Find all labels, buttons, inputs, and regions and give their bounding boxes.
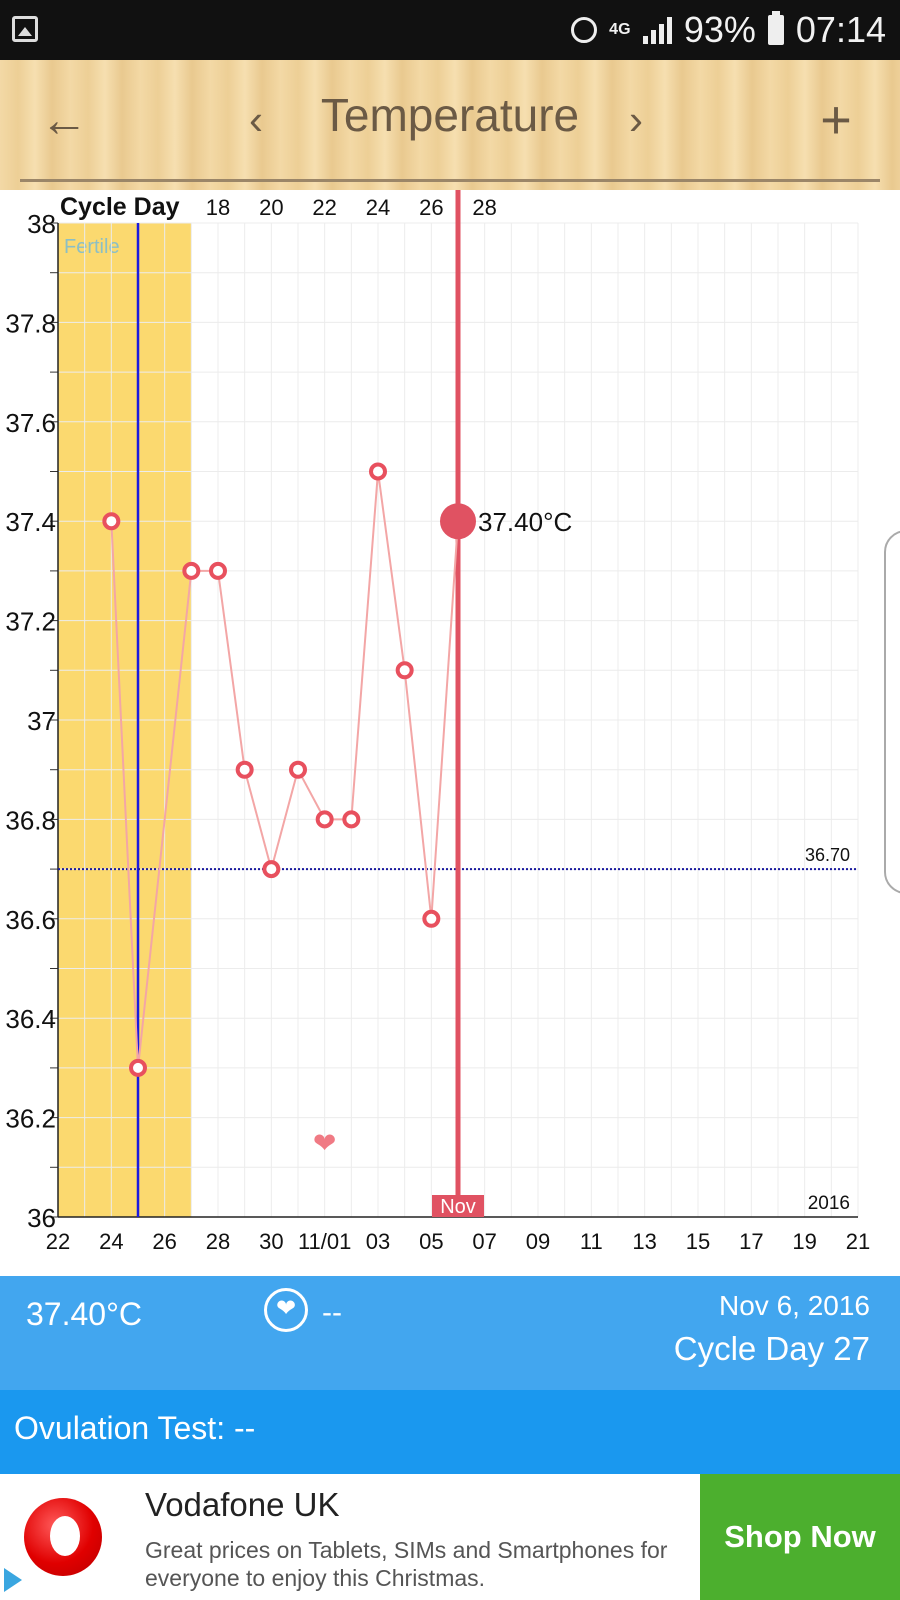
- temperature-point: [262, 860, 281, 879]
- ad-banner[interactable]: Vodafone UK Great prices on Tablets, SIM…: [0, 1474, 900, 1600]
- x-tick-label: 19: [792, 1229, 816, 1254]
- chevron-right-icon: ›: [629, 96, 643, 143]
- cycle-day-tick: 24: [366, 195, 390, 220]
- cycle-day-label: Cycle Day: [60, 193, 180, 221]
- x-tick-label: 09: [526, 1229, 550, 1254]
- heart-marker-icon: ❤: [313, 1126, 336, 1159]
- temperature-chart[interactable]: Fertile 38 37.8 37.6 37.4 37.2 37 36.8 36.6 36.4 3…: [0, 190, 900, 1274]
- x-tick-label: 30: [259, 1229, 283, 1254]
- battery-percent: 93%: [683, 9, 756, 50]
- y-tick-label: 36.2: [5, 1104, 56, 1134]
- temperature-point: [182, 561, 201, 580]
- x-tick-label: 24: [99, 1229, 123, 1254]
- intercourse-value: --: [322, 1296, 342, 1329]
- y-tick-label: 37: [27, 706, 56, 736]
- signal-icon: [642, 16, 672, 44]
- heart-icon: ❤: [275, 1295, 297, 1322]
- clock: 07:14: [795, 9, 886, 50]
- month-badge: [432, 1195, 484, 1217]
- gallery-notification-icon: [12, 16, 38, 42]
- x-tick-label: 17: [739, 1229, 763, 1254]
- y-tick-label: 36.6: [5, 905, 56, 935]
- y-tick-label: 38: [27, 209, 56, 239]
- x-tick-label: 15: [686, 1229, 710, 1254]
- month-label: Nov: [440, 1196, 476, 1218]
- coverline-label: 36.70: [805, 845, 850, 865]
- alarm-icon: [570, 17, 597, 43]
- cycle-day-tick: 28: [472, 195, 496, 220]
- y-tick-label: 36.8: [5, 805, 56, 835]
- x-tick-label: 26: [152, 1229, 176, 1254]
- temperature-point: [102, 512, 121, 531]
- temperature-point: [289, 760, 307, 779]
- selected-temperature-point: [440, 503, 476, 540]
- selected-date: Nov 6, 2016: [719, 1290, 870, 1321]
- y-tick-label: 36.4: [5, 1004, 56, 1034]
- selected-temperature-label: 37.40°C: [478, 507, 572, 537]
- x-tick-label: 05: [419, 1229, 443, 1254]
- temperature-point: [209, 561, 227, 580]
- cycle-day: Cycle Day 27: [673, 1330, 870, 1367]
- y-tick-label: 37.8: [5, 308, 56, 338]
- next-button[interactable]: ›: [616, 90, 656, 150]
- ad-text: Great prices on Tablets, SIMs and Smartp…: [145, 1537, 668, 1591]
- x-tick-label: 11: [580, 1229, 603, 1254]
- x-tick-label: 07: [472, 1229, 496, 1254]
- temperature-chart-svg[interactable]: Fertile 38 37.8 37.6 37.4 37.2 37 36.8 36.6 36.4 3…: [0, 190, 900, 1274]
- temperature-point: [422, 909, 441, 928]
- ad-title: Vodafone UK: [145, 1486, 340, 1523]
- cycle-day-tick: 20: [259, 195, 283, 220]
- temperature-point: [235, 760, 254, 779]
- status-bar: 4G 93% 07:14: [0, 0, 900, 60]
- selected-temperature: 37.40°C: [26, 1296, 142, 1332]
- ovulation-test-row[interactable]: Ovulation Test: --: [0, 1390, 900, 1474]
- fertile-label: Fertile: [64, 236, 120, 258]
- network-type: 4G: [609, 21, 631, 38]
- add-button[interactable]: +: [808, 90, 864, 150]
- adchoices-icon[interactable]: [4, 1568, 22, 1592]
- previous-button[interactable]: ‹: [236, 90, 276, 150]
- cycle-day-tick: 18: [206, 195, 230, 220]
- y-tick-label: 36: [27, 1203, 56, 1233]
- x-tick-label: 11/01: [298, 1229, 351, 1254]
- header-divider: [20, 179, 880, 182]
- plus-icon: +: [820, 90, 852, 150]
- temperature-point: [315, 810, 334, 829]
- intercourse-button[interactable]: ❤: [264, 1288, 308, 1332]
- x-tick-label: 22: [46, 1229, 70, 1254]
- temperature-point: [342, 810, 361, 829]
- temperature-point: [395, 661, 414, 680]
- y-tick-label: 37.2: [5, 607, 56, 637]
- x-tick-label: 13: [632, 1229, 656, 1254]
- chevron-left-icon: ‹: [249, 96, 263, 143]
- temperature-point: [369, 462, 387, 481]
- cycle-day-tick: 26: [419, 195, 443, 220]
- x-tick-label: 28: [206, 1229, 230, 1254]
- y-tick-label: 37.4: [5, 507, 56, 537]
- cycle-day-tick: 22: [312, 195, 336, 220]
- temperature-point: [129, 1058, 147, 1077]
- battery-icon: [767, 11, 784, 45]
- x-tick-label: 03: [366, 1229, 390, 1254]
- page-title: Temperature: [320, 89, 580, 141]
- y-tick-label: 37.6: [5, 408, 56, 438]
- shop-now-button[interactable]: Shop Now: [700, 1474, 900, 1600]
- side-drawer-handle[interactable]: [884, 530, 900, 894]
- ovulation-test-label: Ovulation Test: --: [14, 1410, 256, 1446]
- app-header: ← ‹ Temperature › +: [0, 60, 900, 190]
- arrow-left-icon: ←: [40, 93, 88, 147]
- x-tick-label: 21: [846, 1229, 870, 1254]
- status-icons: 4G 93% 07:14: [570, 6, 886, 54]
- day-info-panel[interactable]: 37.40°C ❤ -- Nov 6, 2016 Cycle Day 27: [0, 1276, 900, 1390]
- back-button[interactable]: ←: [36, 90, 92, 150]
- year-label: 2016: [808, 1193, 850, 1214]
- vodafone-logo-icon: [24, 1498, 102, 1576]
